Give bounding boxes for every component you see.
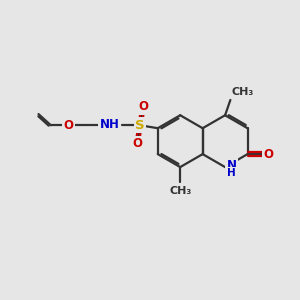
Text: O: O bbox=[132, 137, 142, 150]
Text: O: O bbox=[263, 148, 273, 160]
Text: S: S bbox=[135, 119, 145, 132]
Text: N: N bbox=[226, 159, 237, 172]
Text: H: H bbox=[227, 168, 236, 178]
Text: CH₃: CH₃ bbox=[232, 87, 254, 97]
Text: O: O bbox=[138, 100, 148, 113]
Text: CH₃: CH₃ bbox=[169, 186, 191, 196]
Text: NH: NH bbox=[100, 118, 119, 131]
Text: O: O bbox=[64, 119, 74, 132]
